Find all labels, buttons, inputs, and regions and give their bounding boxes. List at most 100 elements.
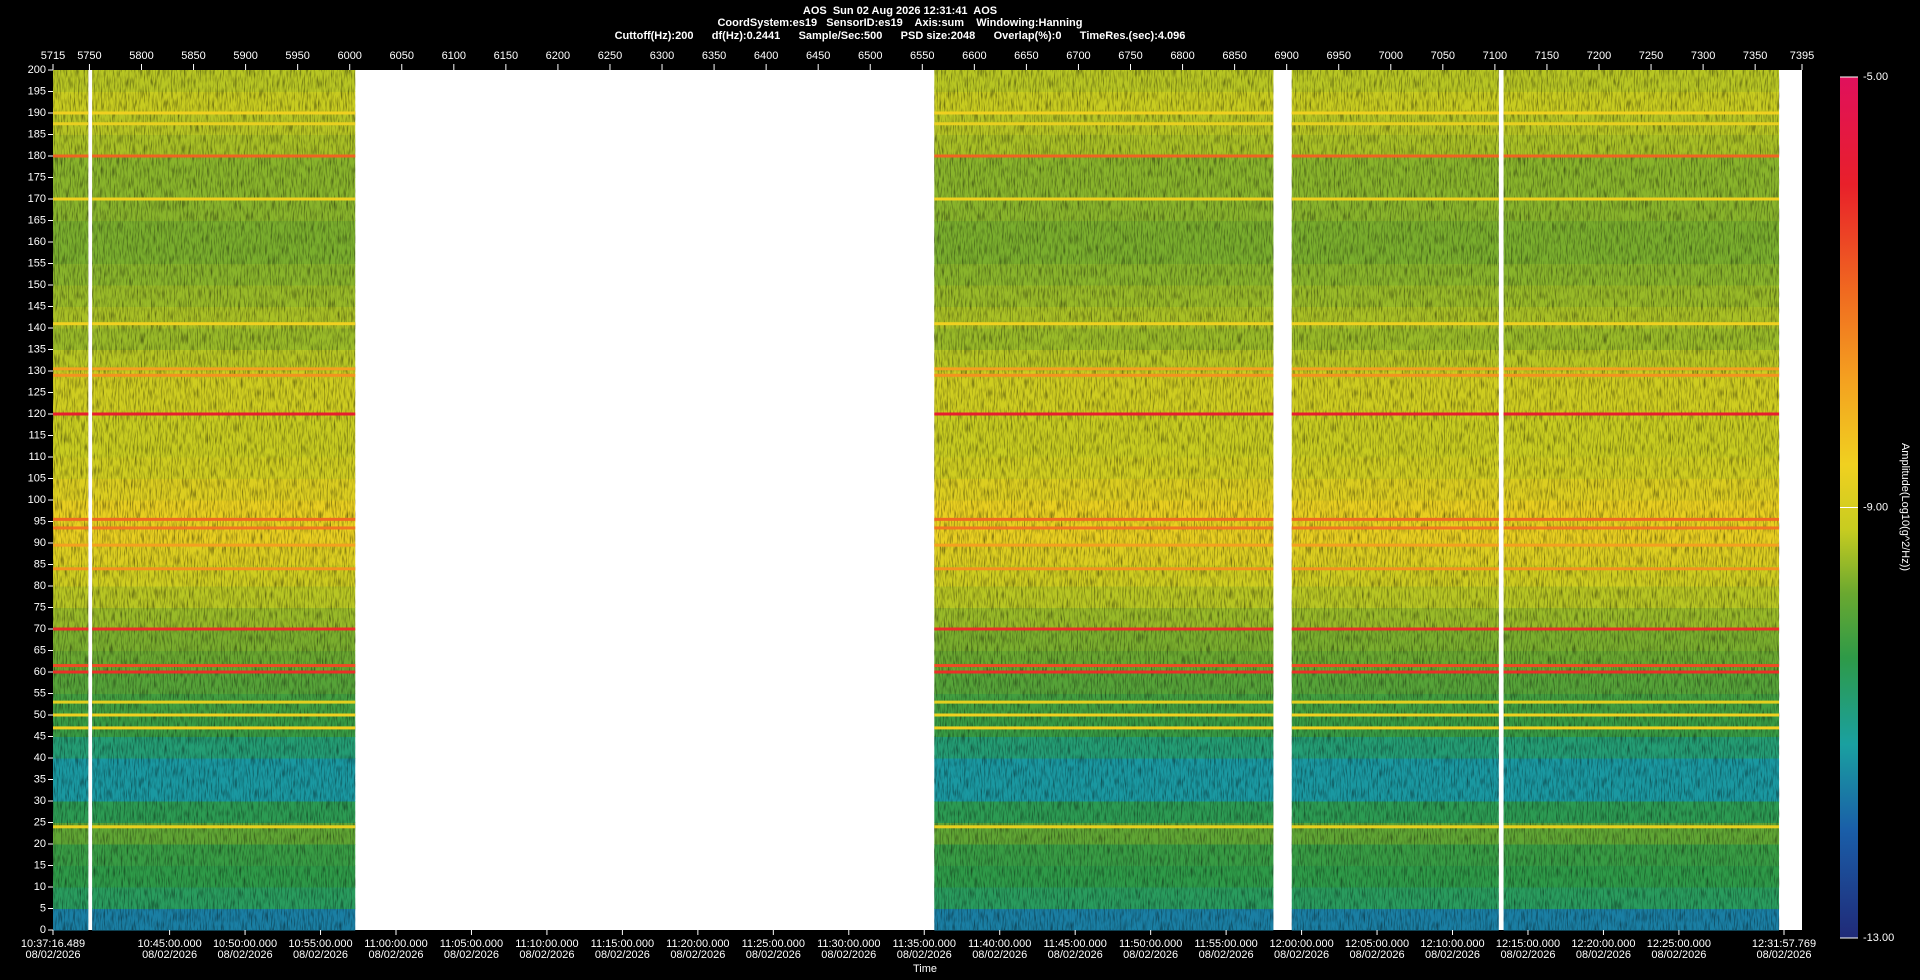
spectral-line <box>1291 670 1499 674</box>
spectral-line <box>92 825 356 829</box>
y-tick-label: 105 <box>28 472 46 484</box>
spectral-line <box>92 517 356 521</box>
x-tick-label: 6550 <box>910 50 934 62</box>
time-tick-label: 11:05:00.000 <box>440 938 503 950</box>
time-tick-label: 10:55:00.000 <box>288 938 352 950</box>
spectral-line <box>92 670 356 674</box>
y-tick-label: 5 <box>40 902 46 914</box>
x-tick-label: 7050 <box>1431 50 1455 62</box>
spectral-line <box>92 197 356 201</box>
x-tick-label: 7350 <box>1743 50 1767 62</box>
texture <box>1291 70 1499 930</box>
spectral-line <box>53 700 89 704</box>
spectral-line <box>53 517 89 521</box>
spectral-line <box>934 627 1274 631</box>
spectral-line <box>1291 367 1499 371</box>
y-tick-label: 95 <box>34 515 46 527</box>
time-tick-date: 08/02/2026 <box>1425 949 1480 961</box>
spectral-line <box>1503 526 1780 530</box>
spectral-line <box>934 825 1274 829</box>
y-tick-label: 195 <box>28 85 46 97</box>
time-tick-label: 12:00:00.000 <box>1269 938 1333 950</box>
spectral-line <box>1291 197 1499 201</box>
colorbar-tick-label: -13.00 <box>1863 932 1894 944</box>
y-tick-label: 155 <box>28 257 46 269</box>
y-tick-label: 120 <box>28 408 46 420</box>
spectral-line <box>1503 825 1780 829</box>
x-tick-label: 5900 <box>233 50 257 62</box>
spectral-line <box>1503 154 1780 158</box>
time-tick-date: 08/02/2026 <box>444 949 499 961</box>
time-tick-date: 08/02/2026 <box>1651 949 1706 961</box>
spectral-line <box>934 670 1274 674</box>
title-line: CoordSystem:es19 SensorID:es19 Axis:sum … <box>717 17 1082 29</box>
time-tick-date: 08/02/2026 <box>595 949 650 961</box>
y-tick-label: 190 <box>28 107 46 119</box>
spectral-line <box>92 713 356 717</box>
time-tick-date: 08/02/2026 <box>821 949 876 961</box>
x-tick-label: 6150 <box>494 50 518 62</box>
spectral-line <box>53 197 89 201</box>
y-tick-label: 140 <box>28 322 46 334</box>
spectral-line <box>1291 726 1499 730</box>
x-tick-label: 7300 <box>1691 50 1715 62</box>
spectral-line <box>934 713 1274 717</box>
colorbar-tick-label: -5.00 <box>1863 71 1888 83</box>
y-tick-label: 40 <box>34 752 46 764</box>
x-tick-label: 6800 <box>1170 50 1194 62</box>
spectral-line <box>934 122 1274 126</box>
time-tick-date: 08/02/2026 <box>670 949 725 961</box>
time-tick-label: 11:35:00.000 <box>893 938 956 950</box>
spectral-line <box>934 412 1274 416</box>
y-tick-label: 15 <box>34 859 46 871</box>
spectral-line <box>934 664 1274 668</box>
x-tick-label: 5750 <box>77 50 101 62</box>
spectral-line <box>1503 567 1780 571</box>
spectral-line <box>1503 713 1780 717</box>
y-tick-label: 85 <box>34 558 46 570</box>
segment <box>934 70 1274 931</box>
y-tick-label: 115 <box>28 429 46 441</box>
spectral-line <box>53 367 89 371</box>
spectral-line <box>1503 322 1780 326</box>
spectral-line <box>92 664 356 668</box>
spectral-line <box>92 367 356 371</box>
y-tick-label: 165 <box>28 214 46 226</box>
spectral-line <box>53 543 89 547</box>
spectral-line <box>1503 111 1780 115</box>
time-tick-date: 08/02/2026 <box>218 949 273 961</box>
spectral-line <box>934 526 1274 530</box>
time-tick-label: 10:50:00.000 <box>213 938 277 950</box>
spectral-line <box>1503 517 1780 521</box>
spectral-line <box>1503 373 1780 377</box>
spectral-line <box>1291 373 1499 377</box>
y-tick-label: 180 <box>28 150 46 162</box>
time-tick-label: 11:30:00.000 <box>817 938 880 950</box>
x-axis-label: Time <box>913 963 937 975</box>
spectral-line <box>1291 526 1499 530</box>
time-tick-date: 08/02/2026 <box>1576 949 1631 961</box>
texture <box>53 70 89 930</box>
time-tick-label: 12:25:00.000 <box>1647 938 1711 950</box>
x-tick-label: 7100 <box>1483 50 1507 62</box>
x-tick-label: 6700 <box>1066 50 1090 62</box>
spectral-line <box>53 664 89 668</box>
time-tick-label: 10:37:16.489 <box>21 938 85 950</box>
spectral-line <box>1291 111 1499 115</box>
time-tick-date: 08/02/2026 <box>1199 949 1254 961</box>
y-tick-label: 50 <box>34 709 46 721</box>
x-tick-label: 6750 <box>1118 50 1142 62</box>
spectral-line <box>934 322 1274 326</box>
spectral-line <box>92 627 356 631</box>
spectral-line <box>53 713 89 717</box>
spectral-line <box>92 700 356 704</box>
spectral-line <box>1291 412 1499 416</box>
spectral-line <box>53 111 89 115</box>
spectral-line <box>53 627 89 631</box>
spectral-line <box>934 567 1274 571</box>
y-tick-label: 90 <box>34 537 46 549</box>
spectral-line <box>1503 700 1780 704</box>
spectral-line <box>934 373 1274 377</box>
y-tick-label: 60 <box>34 666 46 678</box>
